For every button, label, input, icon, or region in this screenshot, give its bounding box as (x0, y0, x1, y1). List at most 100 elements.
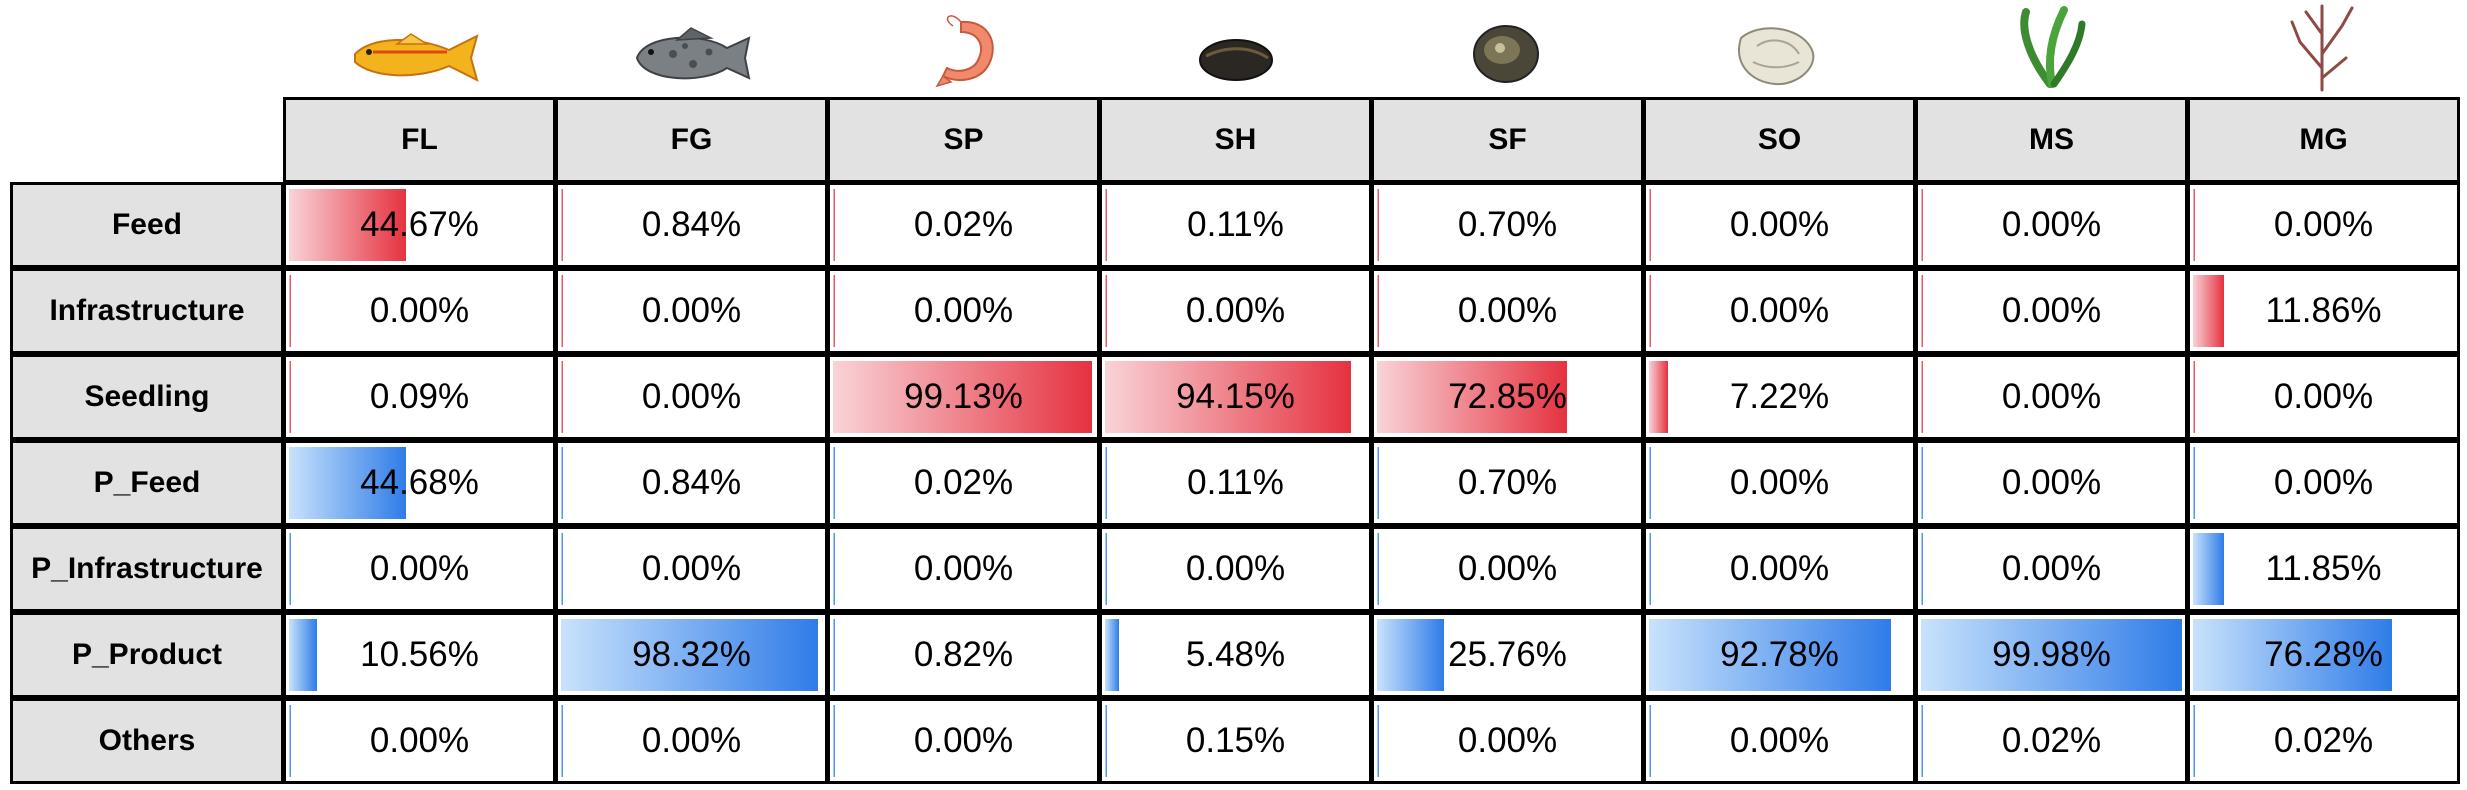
value-bar (1105, 361, 1351, 433)
value-bar (1105, 447, 1107, 519)
table-cell: 0.00% (1915, 268, 2188, 354)
table-cell: 0.00% (827, 268, 1100, 354)
cell-value: 0.00% (1729, 549, 1830, 588)
cell-value: 92.78% (1720, 635, 1839, 674)
cell-value: 0.00% (1457, 291, 1558, 330)
cell-value: 0.00% (2001, 291, 2102, 330)
table-cell: 44.67% (283, 182, 556, 268)
cell-value: 0.00% (1729, 291, 1830, 330)
table-cell: 0.00% (1915, 182, 2188, 268)
table-cell: 0.00% (283, 526, 556, 612)
table-cell: 0.70% (1371, 182, 1644, 268)
value-bar (1921, 447, 1923, 519)
cell-value: 72.85% (1448, 377, 1567, 416)
cell-value: 44.67% (360, 205, 479, 244)
cell-value: 10.56% (360, 635, 479, 674)
cell-value: 0.00% (2273, 377, 2374, 416)
table-cell: 0.00% (1371, 526, 1644, 612)
table-cell: 0.02% (1915, 698, 2188, 784)
value-bar (1377, 447, 1379, 519)
table-cell: 0.00% (283, 268, 556, 354)
value-bar (833, 361, 1092, 433)
table-cell: 0.00% (2187, 182, 2460, 268)
table-cell: 11.86% (2187, 268, 2460, 354)
column-header-so: SO (1643, 97, 1916, 183)
column-header-sh: SH (1099, 97, 1372, 183)
table-cell: 0.00% (1099, 526, 1372, 612)
table-cell: 0.82% (827, 612, 1100, 698)
table-cell: 0.00% (555, 354, 828, 440)
table-cell: 0.11% (1099, 440, 1372, 526)
cell-value: 98.32% (632, 635, 751, 674)
table-cell: 76.28% (2187, 612, 2460, 698)
cell-value: 0.02% (913, 463, 1014, 502)
cell-value: 0.84% (641, 463, 742, 502)
cell-value: 0.00% (2273, 205, 2374, 244)
cell-value: 76.28% (2264, 635, 2383, 674)
cell-value: 0.00% (1457, 721, 1558, 760)
table-cell: 0.00% (2187, 354, 2460, 440)
value-bar (289, 189, 406, 261)
table-cell: 99.98% (1915, 612, 2188, 698)
value-bar (1921, 361, 1923, 433)
table-cell: 5.48% (1099, 612, 1372, 698)
column-header-fg: FG (555, 97, 828, 183)
table-cell: 0.84% (555, 440, 828, 526)
cell-value: 0.00% (913, 721, 1014, 760)
table-cell: 0.84% (555, 182, 828, 268)
column-header-fl: FL (283, 97, 556, 183)
table-cell: 0.15% (1099, 698, 1372, 784)
table-cell: 0.00% (1643, 182, 1916, 268)
row-header-feed: Feed (10, 182, 284, 268)
value-bar (1921, 705, 1923, 777)
cell-value: 99.13% (904, 377, 1023, 416)
oyster-icon (1738, 27, 1815, 86)
cell-value: 25.76% (1448, 635, 1567, 674)
table-cell: 25.76% (1371, 612, 1644, 698)
value-bar (2193, 361, 2195, 433)
cell-value: 0.11% (1187, 205, 1284, 244)
table-cell: 0.00% (1099, 268, 1372, 354)
table-cell: 0.00% (827, 526, 1100, 612)
value-bar (1377, 705, 1379, 777)
row-header-p-feed: P_Feed (10, 440, 284, 526)
cell-value: 0.00% (2001, 377, 2102, 416)
value-bar (1921, 189, 1923, 261)
row-header-p-infrastructure: P_Infrastructure (10, 526, 284, 612)
grouper-fish-icon (635, 27, 751, 80)
cell-value: 11.86% (2265, 291, 2382, 330)
cell-value: 7.22% (1729, 377, 1830, 416)
mussel-icon (1199, 39, 1273, 81)
value-bar (1377, 533, 1379, 605)
cell-value: 0.00% (1729, 721, 1830, 760)
cell-value: 5.48% (1185, 635, 1286, 674)
cell-value: 11.85% (2265, 549, 2382, 588)
table-cell: 7.22% (1643, 354, 1916, 440)
value-bar (561, 705, 563, 777)
table-cell: 0.02% (2187, 698, 2460, 784)
row-header-infrastructure: Infrastructure (10, 268, 284, 354)
table-cell: 0.70% (1371, 440, 1644, 526)
value-bar (289, 447, 406, 519)
table-cell: 0.00% (555, 526, 828, 612)
value-bar (833, 705, 835, 777)
cell-value: 0.02% (2273, 721, 2374, 760)
cell-value: 0.84% (641, 205, 742, 244)
table-cell: 0.00% (1643, 268, 1916, 354)
value-bar (1649, 189, 1651, 261)
cell-value: 0.70% (1457, 205, 1558, 244)
abalone-icon (1473, 25, 1539, 83)
yellow-fish-icon (354, 33, 479, 82)
cell-value: 0.11% (1187, 463, 1284, 502)
value-bar (289, 533, 291, 605)
value-bar (1649, 275, 1651, 347)
cell-value: 0.00% (369, 721, 470, 760)
cell-value: 0.09% (369, 377, 470, 416)
value-bar (1377, 361, 1568, 433)
red-seaweed-icon (2290, 4, 2354, 92)
value-bar (1105, 533, 1107, 605)
table-cell: 0.00% (1371, 268, 1644, 354)
table-cell: 0.00% (1915, 354, 2188, 440)
value-bar (2193, 619, 2393, 691)
table-cell: 44.68% (283, 440, 556, 526)
